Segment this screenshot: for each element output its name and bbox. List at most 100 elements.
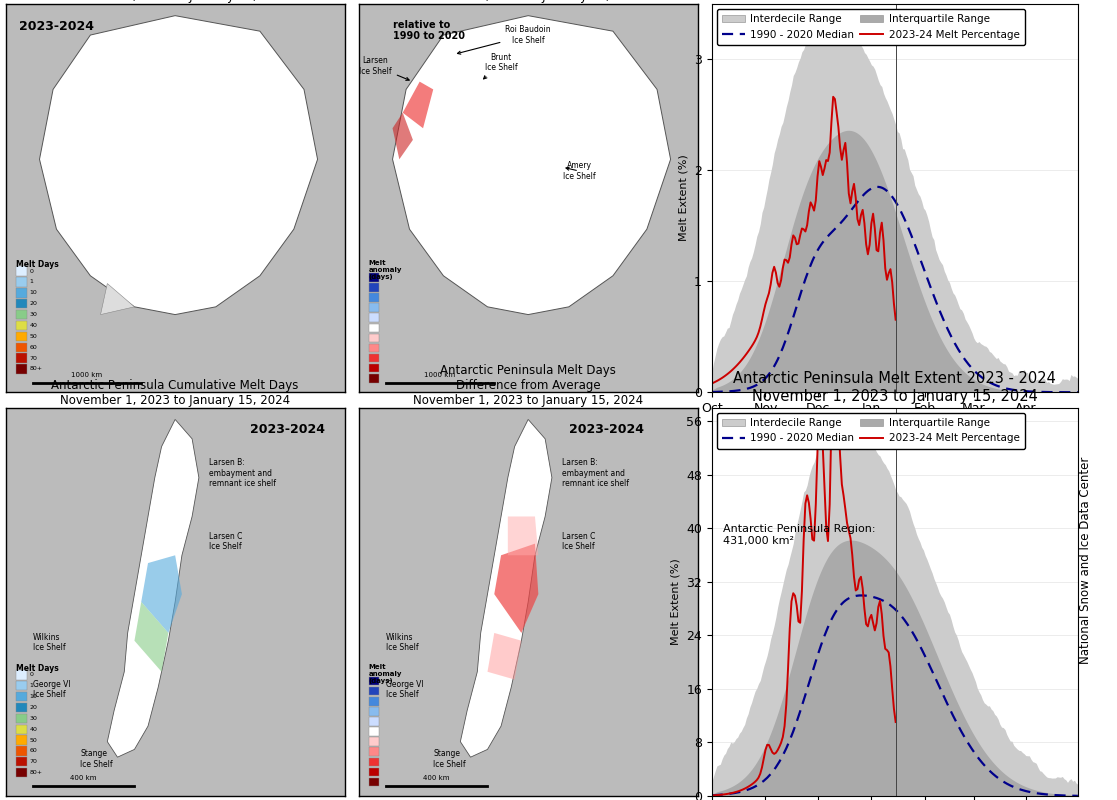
Text: 10: 10: [29, 290, 37, 295]
Text: 50: 50: [29, 334, 37, 339]
Title: Antarctica Melt Days
Difference From Average
November 1, 2023 to January 15, 202: Antarctica Melt Days Difference From Ave…: [413, 0, 643, 3]
Bar: [16, 288, 27, 298]
Bar: [16, 757, 27, 766]
Text: Larsen B:
embayment and
remnant ice shelf: Larsen B: embayment and remnant ice shel…: [209, 458, 276, 488]
Bar: [369, 778, 379, 786]
Bar: [369, 273, 379, 282]
Text: 1: 1: [29, 683, 34, 688]
Text: Brunt
Ice Shelf: Brunt Ice Shelf: [484, 53, 517, 79]
Polygon shape: [403, 82, 433, 128]
Bar: [369, 314, 379, 322]
Polygon shape: [134, 602, 169, 672]
Bar: [16, 735, 27, 745]
Bar: [369, 294, 379, 302]
Bar: [369, 677, 379, 686]
Text: Roi Baudoin
Ice Shelf: Roi Baudoin Ice Shelf: [458, 26, 551, 54]
Text: George VI
Ice Shelf: George VI Ice Shelf: [32, 679, 70, 699]
Text: 40: 40: [29, 726, 37, 732]
Legend: Interdecile Range, 1990 - 2020 Median, Interquartile Range, 2023-24 Melt Percent: Interdecile Range, 1990 - 2020 Median, I…: [717, 413, 1024, 449]
Text: 1000 km: 1000 km: [71, 372, 103, 378]
Bar: [16, 278, 27, 286]
Text: Melt Days: Melt Days: [16, 664, 58, 673]
Y-axis label: Melt Extent (%): Melt Extent (%): [678, 154, 688, 242]
Bar: [16, 670, 27, 679]
Text: 60: 60: [29, 345, 37, 350]
Bar: [369, 727, 379, 736]
Text: 1: 1: [29, 279, 34, 285]
Bar: [16, 725, 27, 734]
Text: Larsen C
Ice Shelf: Larsen C Ice Shelf: [562, 532, 595, 551]
Text: 60: 60: [29, 749, 37, 754]
Bar: [16, 681, 27, 690]
Text: 30: 30: [29, 716, 37, 721]
Bar: [369, 323, 379, 332]
Bar: [369, 747, 379, 756]
Bar: [369, 354, 379, 362]
Text: 2023-2024: 2023-2024: [250, 423, 325, 436]
Text: 15 Jan 2024: 15 Jan 2024: [865, 426, 927, 436]
Text: Larsen
Ice Shelf: Larsen Ice Shelf: [360, 57, 409, 80]
Bar: [16, 321, 27, 330]
Text: 80+: 80+: [29, 366, 42, 371]
Text: 0: 0: [29, 672, 34, 678]
Bar: [16, 299, 27, 308]
Text: 70: 70: [29, 759, 37, 764]
Text: 20: 20: [29, 302, 37, 306]
Text: 400 km: 400 km: [70, 775, 97, 782]
Bar: [16, 332, 27, 341]
Polygon shape: [392, 16, 670, 314]
Polygon shape: [39, 16, 317, 314]
Polygon shape: [392, 113, 413, 159]
Text: Stange
Ice Shelf: Stange Ice Shelf: [433, 750, 466, 769]
Bar: [369, 717, 379, 726]
Title: Antarctic Peninsula Melt Days
Difference from Average
November 1, 2023 to Januar: Antarctic Peninsula Melt Days Difference…: [413, 363, 643, 406]
Bar: [16, 364, 27, 374]
Bar: [16, 342, 27, 352]
Text: Antarctic Peninsula Region:
431,000 km²: Antarctic Peninsula Region: 431,000 km²: [723, 524, 875, 546]
Bar: [369, 364, 379, 373]
Text: 400 km: 400 km: [423, 775, 450, 782]
Text: Amery
Ice Shelf: Amery Ice Shelf: [563, 162, 595, 181]
Bar: [369, 283, 379, 292]
Text: Melt
anomaly
(days): Melt anomaly (days): [369, 260, 402, 280]
Polygon shape: [508, 517, 538, 555]
Bar: [369, 344, 379, 352]
Text: National Snow and Ice Data Center: National Snow and Ice Data Center: [1079, 456, 1092, 664]
Bar: [369, 687, 379, 695]
Title: Antarctic Peninsula Cumulative Melt Days
November 1, 2023 to January 15, 2024: Antarctic Peninsula Cumulative Melt Days…: [51, 378, 299, 406]
Title: Antarctica Cumulative Melt Days
November 1, 2023 to January 15, 2024: Antarctica Cumulative Melt Days November…: [60, 0, 290, 3]
Title: Antarctic Peninsula Melt Extent 2023 - 2024
November 1, 2023 to January 15, 2024: Antarctic Peninsula Melt Extent 2023 - 2…: [734, 371, 1057, 404]
Text: Wilkins
Ice Shelf: Wilkins Ice Shelf: [32, 633, 65, 652]
Text: 2023-2024: 2023-2024: [19, 19, 94, 33]
Polygon shape: [141, 555, 182, 633]
Bar: [369, 768, 379, 776]
Polygon shape: [494, 544, 538, 633]
Bar: [16, 354, 27, 362]
Bar: [16, 768, 27, 778]
Text: Stange
Ice Shelf: Stange Ice Shelf: [80, 750, 113, 769]
Text: Wilkins
Ice Shelf: Wilkins Ice Shelf: [385, 633, 419, 652]
Polygon shape: [107, 419, 199, 757]
Text: 20: 20: [29, 705, 37, 710]
Bar: [16, 746, 27, 756]
Text: George VI
Ice Shelf: George VI Ice Shelf: [385, 679, 423, 699]
Text: 10: 10: [29, 694, 37, 699]
Y-axis label: Melt Extent (%): Melt Extent (%): [670, 558, 680, 646]
Polygon shape: [487, 633, 522, 679]
Bar: [369, 374, 379, 382]
Bar: [16, 266, 27, 276]
Text: 30: 30: [29, 312, 37, 317]
Bar: [369, 738, 379, 746]
Bar: [369, 303, 379, 312]
Text: 2023-2024: 2023-2024: [569, 423, 643, 436]
Text: Larsen B:
embayment and
remnant ice shelf: Larsen B: embayment and remnant ice shel…: [562, 458, 629, 488]
Text: 70: 70: [29, 355, 37, 361]
Bar: [16, 714, 27, 723]
Bar: [16, 703, 27, 712]
Polygon shape: [101, 283, 134, 314]
Bar: [16, 310, 27, 319]
Text: relative to
1990 to 2020: relative to 1990 to 2020: [392, 19, 465, 41]
Bar: [369, 707, 379, 716]
Polygon shape: [460, 419, 552, 757]
Bar: [369, 758, 379, 766]
